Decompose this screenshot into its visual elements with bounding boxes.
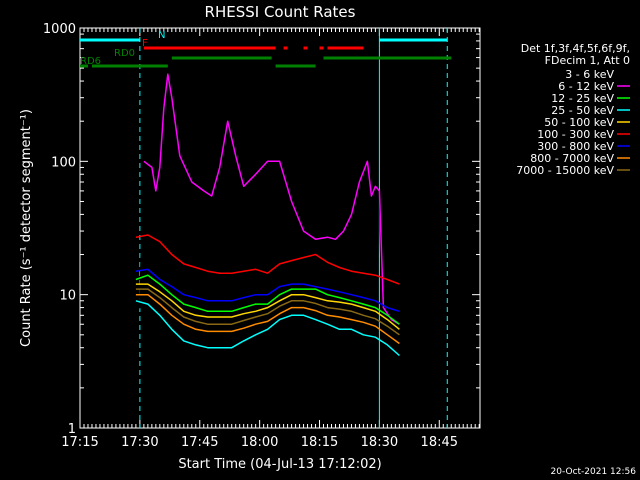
y-tick-label: 1000 [43, 22, 76, 37]
legend-entry-label: 25 - 50 keV [551, 104, 614, 117]
chart-title: RHESSI Count Rates [205, 3, 356, 21]
x-tick-label: 17:15 [61, 435, 98, 450]
x-tick-label: 18:45 [421, 435, 458, 450]
legend-entry-label: 6 - 12 keV [558, 80, 614, 93]
x-tick-label: 18:00 [241, 435, 278, 450]
series-line-4 [135, 283, 400, 330]
legend-entry-label: 100 - 300 keV [537, 128, 614, 141]
x-tick-label: 18:15 [301, 435, 338, 450]
legend-header: Det 1f,3f,4f,5f,6f,9f, [521, 42, 630, 55]
legend-entry-label: 3 - 6 keV [565, 68, 614, 81]
legend-entry-label: 50 - 100 keV [544, 116, 614, 129]
annotation-label-rd6: RD6 [80, 56, 101, 67]
y-tick-label: 10 [59, 289, 76, 304]
series-line-2 [135, 274, 400, 325]
series-line-6 [135, 268, 400, 313]
legend-entry-label: 300 - 800 keV [537, 140, 614, 153]
annotation-label-rd0: RD0 [114, 48, 135, 59]
series-line-3 [135, 300, 400, 357]
y-tick-label: 100 [51, 155, 76, 170]
series-line-8 [135, 288, 400, 336]
series-line-1 [143, 73, 400, 325]
legend-entry-label: 800 - 7000 keV [530, 152, 614, 165]
legend-header: FDecim 1, Att 0 [545, 54, 630, 67]
legend-entry-label: 12 - 25 keV [551, 92, 614, 105]
legend-entry-label: 7000 - 15000 keV [516, 164, 614, 177]
series-line-5 [135, 234, 400, 285]
annotation-label-n: N [158, 30, 165, 41]
y-tick-label: 1 [68, 422, 76, 437]
annotation-label-f: F [142, 38, 148, 49]
series-line-7 [135, 293, 400, 345]
x-tick-label: 18:30 [361, 435, 398, 450]
generation-timestamp: 20-Oct-2021 12:56 [550, 467, 636, 477]
x-axis-label: Start Time (04-Jul-13 17:12:02) [178, 457, 381, 472]
x-tick-label: 17:45 [181, 435, 218, 450]
x-tick-label: 17:30 [121, 435, 158, 450]
y-axis-label: Count Rate (s⁻¹ detector segment⁻¹) [19, 109, 34, 347]
